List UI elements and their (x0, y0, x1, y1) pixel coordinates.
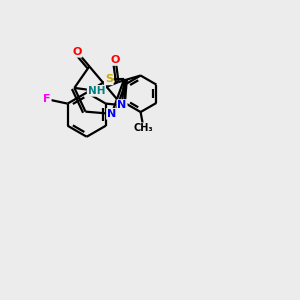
Text: N: N (117, 100, 127, 110)
Text: O: O (72, 47, 82, 57)
Text: F: F (43, 94, 51, 104)
Text: O: O (111, 55, 120, 65)
Text: NH: NH (88, 86, 105, 96)
Text: S: S (105, 74, 113, 84)
Text: CH₃: CH₃ (134, 123, 153, 133)
Text: N: N (107, 109, 116, 119)
